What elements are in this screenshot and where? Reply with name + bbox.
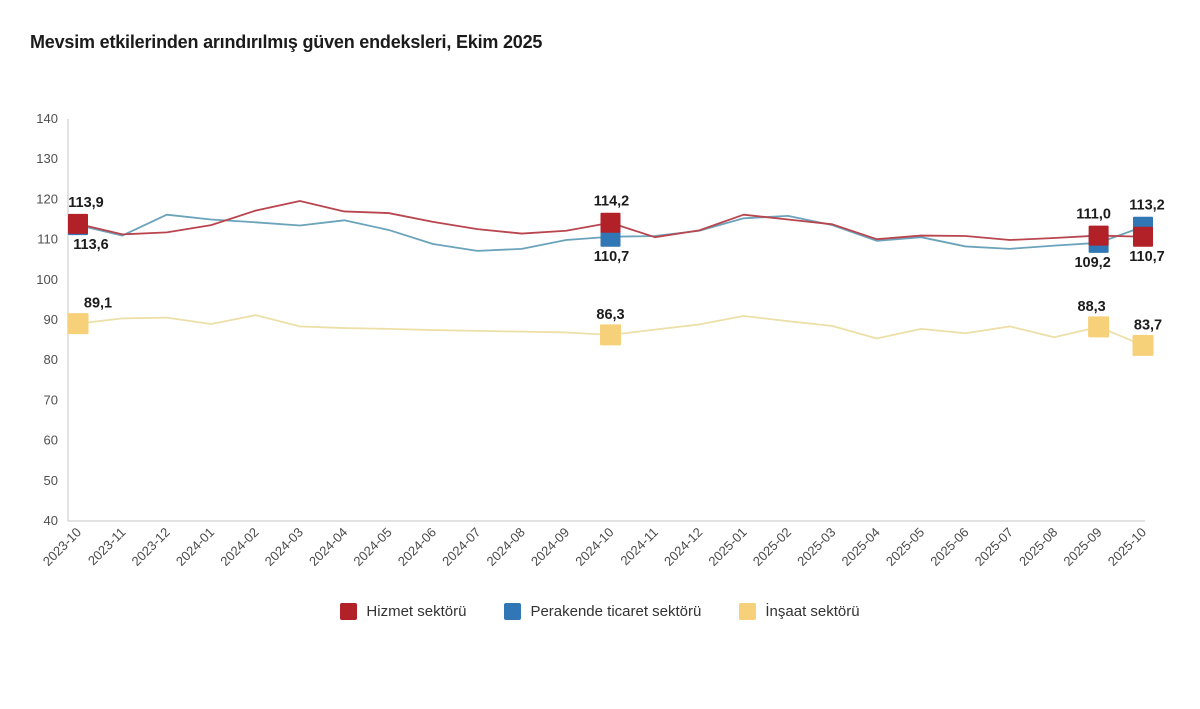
x-tick-label: 2023-12 — [129, 525, 173, 569]
chart-legend: Hizmet sektörü Perakende ticaret sektörü… — [0, 603, 1200, 620]
x-tick-label: 2025-09 — [1060, 525, 1104, 569]
hizmet-legend-swatch — [340, 603, 358, 620]
y-tick-label: 130 — [36, 151, 58, 166]
y-tick-label: 120 — [36, 191, 58, 206]
legend-item-hizmet[interactable]: Hizmet sektörü — [340, 603, 466, 620]
y-tick-label: 80 — [44, 352, 58, 367]
data-label: 88,3 — [1078, 299, 1106, 315]
data-label: 110,7 — [594, 249, 630, 265]
data-label: 89,1 — [84, 296, 112, 312]
x-tick-label: 2024-11 — [617, 525, 661, 569]
data-label: 114,2 — [594, 194, 630, 210]
x-tick-label: 2025-10 — [1105, 525, 1149, 569]
y-tick-label: 110 — [37, 232, 58, 247]
x-tick-label: 2024-05 — [350, 525, 394, 569]
legend-item-insaat[interactable]: İnşaat sektörü — [739, 603, 860, 620]
marker-hizmet-sekt-r-[interactable] — [1133, 226, 1153, 247]
y-tick-label: 140 — [36, 111, 58, 126]
x-tick-label: 2024-06 — [395, 525, 439, 569]
x-tick-label: 2025-01 — [705, 525, 749, 569]
insaat-legend-swatch — [739, 603, 757, 620]
marker-i-n-aat-sekt-r-[interactable] — [1088, 316, 1110, 338]
data-label: 109,2 — [1074, 255, 1110, 271]
data-label: 110,7 — [1129, 249, 1165, 265]
marker-hizmet-sekt-r-[interactable] — [1088, 225, 1109, 246]
x-tick-label: 2023-11 — [85, 525, 129, 569]
data-label: 113,6 — [73, 237, 109, 253]
insaat-legend-label: İnşaat sektörü — [765, 603, 860, 620]
x-tick-label: 2025-07 — [972, 525, 1016, 569]
marker-i-n-aat-sekt-r-[interactable] — [67, 313, 89, 335]
y-tick-label: 70 — [44, 392, 58, 407]
y-tick-label: 50 — [44, 473, 58, 488]
x-tick-label: 2025-08 — [1016, 525, 1060, 569]
x-tick-label: 2025-03 — [794, 525, 838, 569]
marker-i-n-aat-sekt-r-[interactable] — [600, 324, 621, 346]
data-label: 83,7 — [1134, 317, 1162, 333]
x-tick-label: 2024-03 — [262, 525, 306, 569]
marker-hizmet-sekt-r-[interactable] — [68, 213, 88, 234]
x-tick-label: 2025-06 — [927, 525, 971, 569]
x-tick-label: 2025-04 — [839, 525, 883, 569]
marker-i-n-aat-sekt-r-[interactable] — [1132, 334, 1154, 356]
data-label: 113,9 — [68, 195, 104, 211]
x-tick-label: 2024-12 — [661, 525, 705, 569]
y-tick-label: 40 — [44, 513, 58, 528]
x-tick-label: 2025-02 — [750, 525, 794, 569]
y-tick-label: 60 — [44, 433, 58, 448]
legend-item-perakende[interactable]: Perakende ticaret sektörü — [504, 603, 701, 620]
x-tick-label: 2024-02 — [217, 525, 261, 569]
hizmet-legend-label: Hizmet sektörü — [366, 603, 467, 620]
y-tick-label: 100 — [36, 272, 58, 287]
data-label: 113,2 — [1129, 198, 1165, 214]
x-tick-label: 2023-10 — [40, 525, 84, 569]
x-tick-label: 2024-08 — [484, 525, 528, 569]
y-tick-label: 90 — [44, 312, 58, 327]
x-tick-label: 2024-04 — [306, 525, 350, 569]
perakende-legend-label: Perakende ticaret sektörü — [530, 603, 702, 620]
data-label: 86,3 — [596, 307, 624, 323]
x-tick-label: 2024-10 — [572, 525, 616, 569]
chart-title: Mevsim etkilerinden arındırılmış güven e… — [30, 32, 543, 52]
x-tick-label: 2024-01 — [173, 525, 217, 569]
marker-hizmet-sekt-r-[interactable] — [600, 212, 621, 233]
x-tick-label: 2025-05 — [883, 525, 927, 569]
perakende-legend-swatch — [504, 603, 522, 620]
x-tick-label: 2024-07 — [439, 525, 483, 569]
data-label: 111,0 — [1076, 207, 1111, 223]
x-tick-label: 2024-09 — [528, 525, 572, 569]
